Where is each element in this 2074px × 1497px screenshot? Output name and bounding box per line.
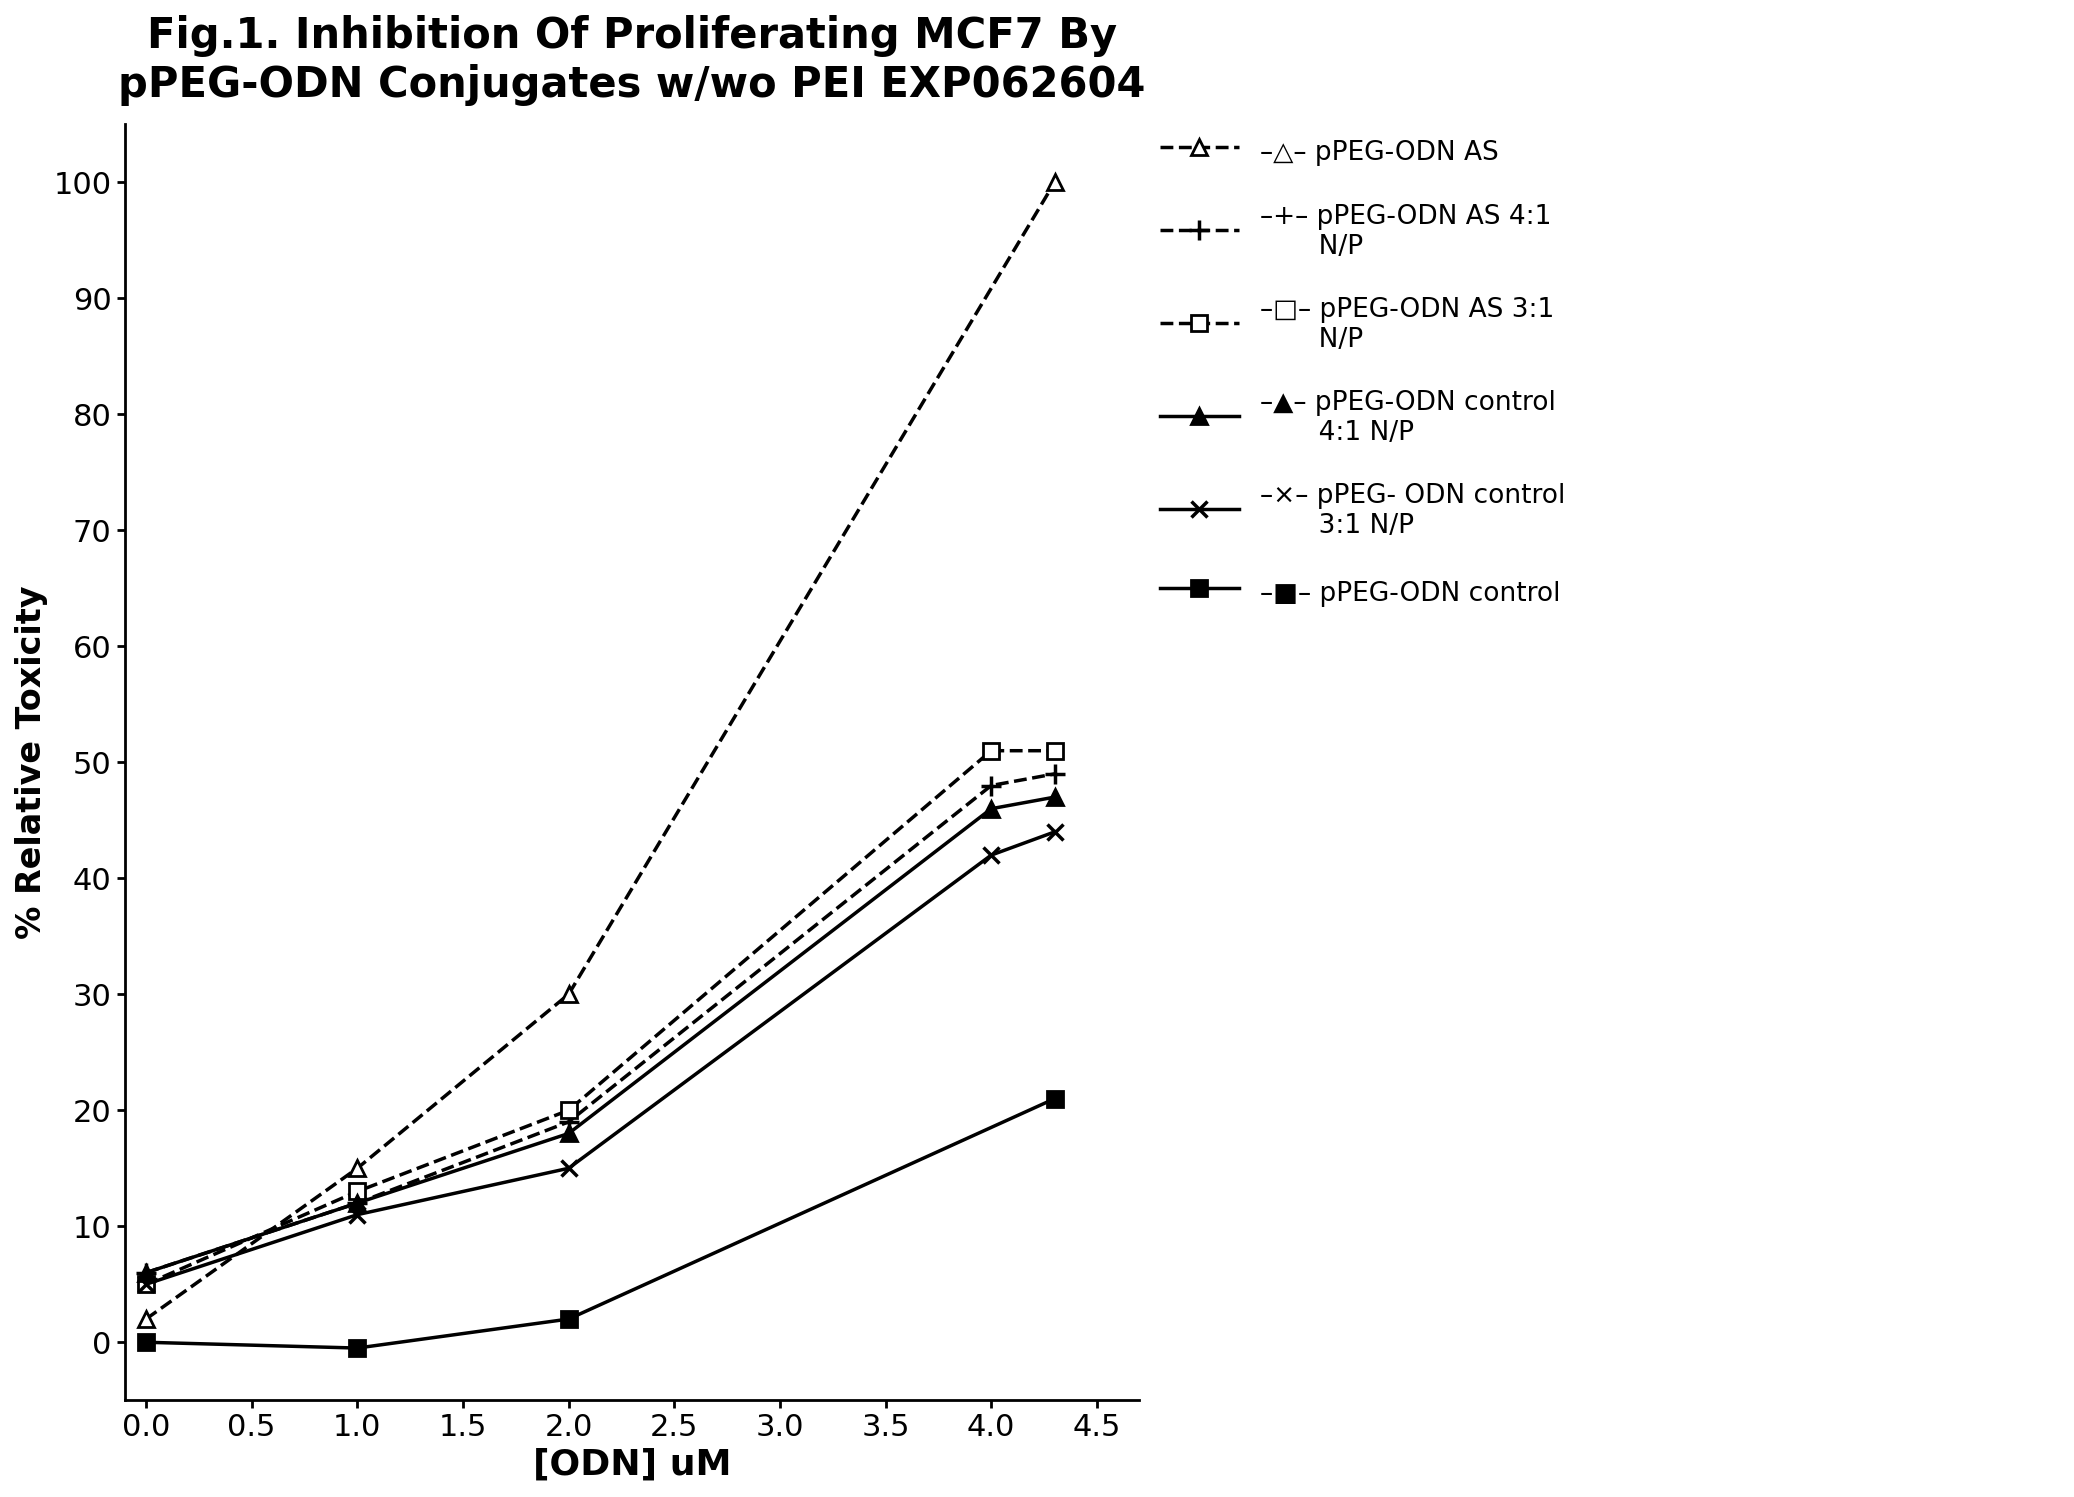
▲  pPEG-ODN control
    4:1 N/P bbox=[344, 1195, 369, 1213]
△  pPEG-ODN AS bbox=[1041, 174, 1066, 192]
□  pPEG-ODN AS 3:1
    N/P bbox=[556, 1102, 581, 1120]
△  pPEG-ODN AS bbox=[344, 1159, 369, 1177]
□  pPEG-ODN AS 3:1
    N/P bbox=[133, 1275, 158, 1293]
■  pPEG-ODN control bbox=[133, 1334, 158, 1352]
■  pPEG-ODN control bbox=[344, 1340, 369, 1358]
Legend: –△– pPEG-ODN AS, –+– pPEG-ODN AS 4:1
       N/P, –□– pPEG-ODN AS 3:1
       N/P,: –△– pPEG-ODN AS, –+– pPEG-ODN AS 4:1 N/P… bbox=[1149, 124, 1576, 618]
▲  pPEG-ODN control
    4:1 N/P bbox=[1041, 787, 1066, 805]
×  pPEG- ODN control
    3:1 N/P bbox=[1041, 823, 1066, 841]
■  pPEG-ODN control bbox=[556, 1310, 581, 1328]
▲  pPEG-ODN control
    4:1 N/P bbox=[133, 1263, 158, 1281]
Line: ▲  pPEG-ODN control
    4:1 N/P: ▲ pPEG-ODN control 4:1 N/P bbox=[137, 789, 1064, 1281]
△  pPEG-ODN AS bbox=[556, 985, 581, 1003]
□  pPEG-ODN AS 3:1
    N/P bbox=[344, 1183, 369, 1201]
×  pPEG- ODN control
    3:1 N/P bbox=[556, 1159, 581, 1177]
X-axis label: [ODN] uM: [ODN] uM bbox=[533, 1448, 732, 1482]
×  pPEG- ODN control
    3:1 N/P bbox=[979, 846, 1004, 864]
+  pPEG-ODN AS 4:1
    N/P bbox=[1041, 765, 1066, 783]
▲  pPEG-ODN control
    4:1 N/P bbox=[979, 799, 1004, 817]
+  pPEG-ODN AS 4:1
    N/P bbox=[133, 1263, 158, 1281]
Line: +  pPEG-ODN AS 4:1
    N/P: + pPEG-ODN AS 4:1 N/P bbox=[137, 763, 1064, 1283]
×  pPEG- ODN control
    3:1 N/P bbox=[133, 1275, 158, 1293]
□  pPEG-ODN AS 3:1
    N/P bbox=[979, 741, 1004, 759]
▲  pPEG-ODN control
    4:1 N/P bbox=[556, 1124, 581, 1142]
Line: △  pPEG-ODN AS: △ pPEG-ODN AS bbox=[137, 174, 1064, 1328]
×  pPEG- ODN control
    3:1 N/P bbox=[344, 1205, 369, 1223]
+  pPEG-ODN AS 4:1
    N/P bbox=[344, 1195, 369, 1213]
+  pPEG-ODN AS 4:1
    N/P bbox=[556, 1112, 581, 1130]
+  pPEG-ODN AS 4:1
    N/P bbox=[979, 777, 1004, 795]
Line: ■  pPEG-ODN control: ■ pPEG-ODN control bbox=[137, 1090, 1064, 1356]
△  pPEG-ODN AS bbox=[133, 1310, 158, 1328]
Y-axis label: % Relative Toxicity: % Relative Toxicity bbox=[15, 585, 48, 939]
■  pPEG-ODN control bbox=[1041, 1090, 1066, 1108]
□  pPEG-ODN AS 3:1
    N/P bbox=[1041, 741, 1066, 759]
Line: ×  pPEG- ODN control
    3:1 N/P: × pPEG- ODN control 3:1 N/P bbox=[137, 823, 1064, 1292]
Title: Fig.1. Inhibition Of Proliferating MCF7 By
pPEG-ODN Conjugates w/wo PEI EXP06260: Fig.1. Inhibition Of Proliferating MCF7 … bbox=[118, 15, 1145, 106]
Line: □  pPEG-ODN AS 3:1
    N/P: □ pPEG-ODN AS 3:1 N/P bbox=[137, 743, 1064, 1292]
